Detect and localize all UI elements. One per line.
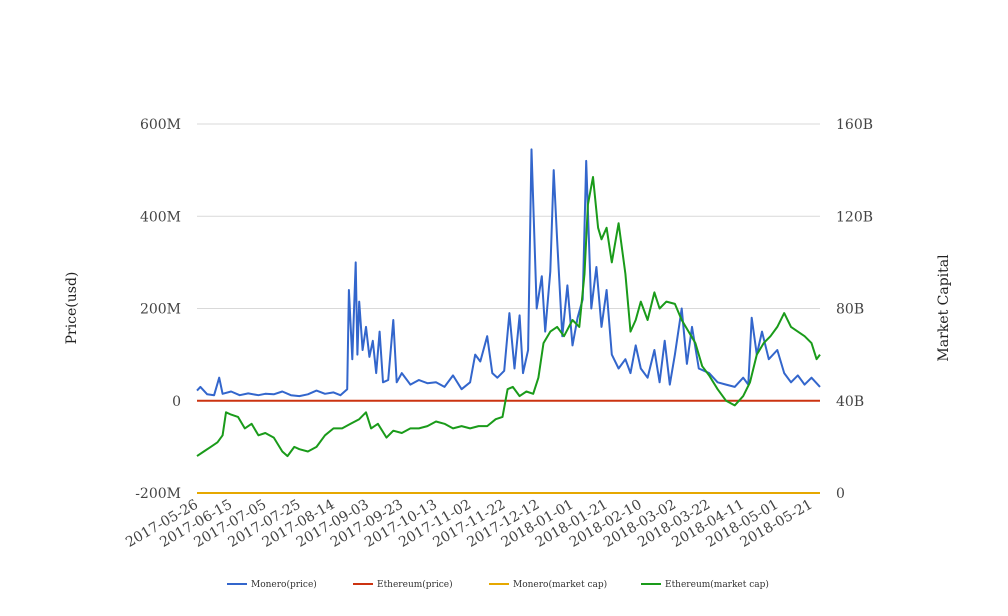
left-tick-label: 0	[172, 394, 181, 410]
legend-label: Monero(price)	[251, 579, 317, 590]
right-axis-ticks: 0 40B 80B 120B 160B	[836, 117, 873, 502]
right-tick-label: 40B	[836, 394, 864, 410]
legend-label: Monero(market cap)	[513, 579, 607, 590]
right-tick-label: 80B	[836, 302, 864, 318]
gridlines	[197, 123, 820, 494]
series-line-3	[196, 176, 821, 458]
legend-label: Ethereum(market cap)	[665, 579, 769, 590]
legend: Monero(price) Ethereum(price) Monero(marke…	[227, 579, 769, 590]
right-tick-label: 0	[836, 486, 845, 502]
series-line-0	[196, 148, 821, 398]
legend-label: Ethereum(price)	[377, 579, 453, 590]
right-axis-title: Market Capital	[936, 254, 952, 362]
left-axis-title: Price(usd)	[64, 272, 80, 345]
left-tick-label: 400M	[140, 209, 181, 225]
x-axis-ticks: 2017-05-262017-06-152017-07-052017-07-25…	[123, 497, 815, 551]
right-tick-label: 160B	[836, 117, 873, 133]
left-axis-ticks: -200M 0 200M 400M 600M	[135, 117, 181, 502]
left-tick-label: 200M	[140, 302, 181, 318]
left-tick-label: -200M	[135, 486, 181, 502]
left-tick-label: 600M	[140, 117, 181, 133]
right-tick-label: 120B	[836, 209, 873, 225]
series-lines	[196, 148, 821, 494]
